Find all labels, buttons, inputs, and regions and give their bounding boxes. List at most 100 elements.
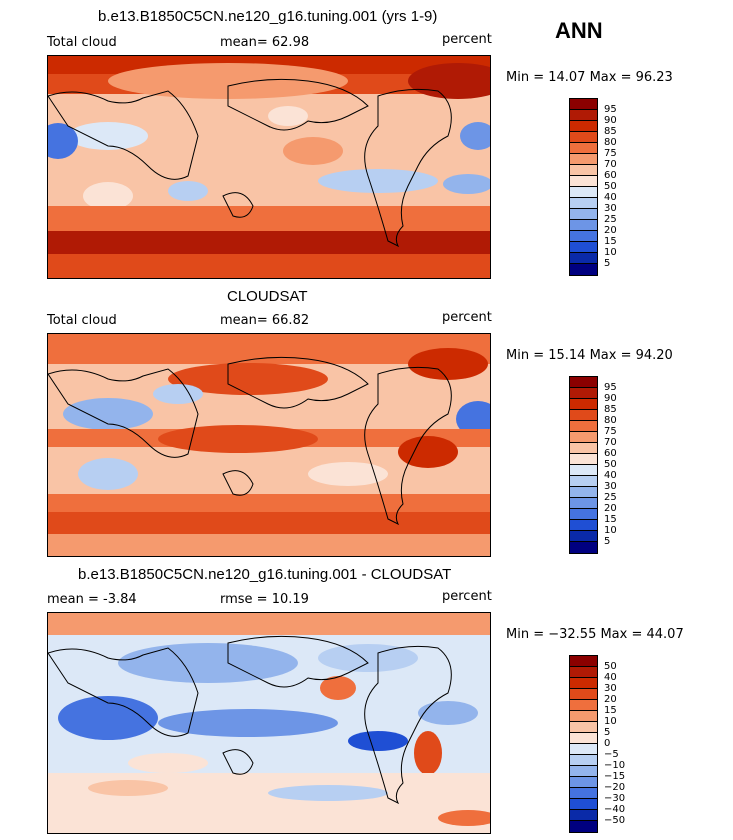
colorbar-swatch: [570, 656, 597, 667]
colorbar-tick-label: −30: [604, 793, 626, 804]
colorbar-tick-label: 85: [604, 126, 617, 137]
colorbar-tick-label: 40: [604, 672, 617, 683]
colorbar-swatch: [570, 755, 597, 766]
panel2-units-label: percent: [442, 310, 492, 325]
colorbar-tick-label: 25: [604, 492, 617, 503]
colorbar-swatch: [570, 421, 597, 432]
panel3-map-graphic: [48, 613, 490, 833]
colorbar-swatch: [570, 810, 597, 821]
panel1-mean-label: mean= 62.98: [220, 35, 310, 50]
panel1-colorbar-labels: 95 90 85 80 75 70 60 50 40 30 25 20 15 10 5: [604, 104, 617, 269]
colorbar-swatch: [570, 187, 597, 198]
colorbar-swatch: [570, 198, 597, 209]
colorbar-tick-label: 50: [604, 181, 617, 192]
colorbar-tick-label: 95: [604, 104, 617, 115]
colorbar-swatch: [570, 454, 597, 465]
colorbar-swatch: [570, 264, 597, 275]
panel1-colorbar: [569, 98, 598, 276]
panel2-title: CLOUDSAT: [227, 288, 308, 305]
colorbar-tick-label: 15: [604, 514, 617, 525]
panel3-colorbar-labels: 50 40 30 20 15 10 5 0 −5 −10 −15 −20 −30 −40 −50: [604, 661, 625, 826]
colorbar-tick-label: 5: [604, 258, 611, 269]
colorbar-swatch: [570, 443, 597, 454]
colorbar-tick-label: 5: [604, 536, 611, 547]
colorbar-tick-label: 80: [604, 415, 617, 426]
colorbar-tick-label: 40: [604, 192, 617, 203]
colorbar-swatch: [570, 689, 597, 700]
panel2-map: [47, 333, 491, 557]
panel2-map-graphic: [48, 334, 490, 556]
colorbar-tick-label: 70: [604, 437, 617, 448]
colorbar-tick-label: 20: [604, 225, 617, 236]
colorbar-tick-label: 80: [604, 137, 617, 148]
colorbar-swatch: [570, 678, 597, 689]
colorbar-tick-label: 75: [604, 426, 617, 437]
colorbar-swatch: [570, 99, 597, 110]
colorbar-tick-label: 30: [604, 683, 617, 694]
colorbar-swatch: [570, 165, 597, 176]
colorbar-swatch: [570, 388, 597, 399]
colorbar-swatch: [570, 399, 597, 410]
colorbar-tick-label: 20: [604, 694, 617, 705]
panel3-mean-label: mean = -3.84: [47, 592, 137, 607]
colorbar-swatch: [570, 509, 597, 520]
colorbar-swatch: [570, 132, 597, 143]
colorbar-swatch: [570, 531, 597, 542]
colorbar-swatch: [570, 410, 597, 421]
colorbar-tick-label: −40: [604, 804, 626, 815]
colorbar-tick-label: 70: [604, 159, 617, 170]
colorbar-swatch: [570, 542, 597, 553]
colorbar-tick-label: 0: [604, 738, 611, 749]
colorbar-swatch: [570, 799, 597, 810]
colorbar-swatch: [570, 432, 597, 443]
panel2-variable-label: Total cloud: [47, 313, 117, 328]
colorbar-swatch: [570, 733, 597, 744]
panel3-map: [47, 612, 491, 834]
panel3-colorbar: [569, 655, 598, 833]
colorbar-tick-label: −5: [604, 749, 619, 760]
colorbar-swatch: [570, 154, 597, 165]
panel1-map-graphic: [48, 56, 490, 278]
season-label: ANN: [555, 18, 603, 43]
colorbar-tick-label: 30: [604, 203, 617, 214]
colorbar-swatch: [570, 143, 597, 154]
colorbar-swatch: [570, 766, 597, 777]
colorbar-tick-label: −10: [604, 760, 626, 771]
colorbar-tick-label: 15: [604, 236, 617, 247]
colorbar-tick-label: 10: [604, 525, 617, 536]
colorbar-swatch: [570, 231, 597, 242]
colorbar-swatch: [570, 777, 597, 788]
panel2-mean-label: mean= 66.82: [220, 313, 310, 328]
colorbar-swatch: [570, 121, 597, 132]
panel3-title: b.e13.B1850C5CN.ne120_g16.tuning.001 - C…: [78, 566, 452, 583]
colorbar-tick-label: 75: [604, 148, 617, 159]
panel2-colorbar-labels: 95 90 85 80 75 70 60 50 40 30 25 20 15 10 5: [604, 382, 617, 547]
panel1-variable-label: Total cloud: [47, 35, 117, 50]
colorbar-swatch: [570, 520, 597, 531]
colorbar-tick-label: 95: [604, 382, 617, 393]
panel3-minmax: Min = −32.55 Max = 44.07: [506, 627, 684, 642]
panel2-minmax: Min = 15.14 Max = 94.20: [506, 348, 673, 363]
colorbar-swatch: [570, 667, 597, 678]
colorbar-tick-label: 20: [604, 503, 617, 514]
colorbar-swatch: [570, 242, 597, 253]
colorbar-tick-label: 15: [604, 705, 617, 716]
colorbar-tick-label: −20: [604, 782, 626, 793]
panel2-colorbar: [569, 376, 598, 554]
panel1-minmax: Min = 14.07 Max = 96.23: [506, 70, 673, 85]
colorbar-swatch: [570, 377, 597, 388]
colorbar-swatch: [570, 722, 597, 733]
colorbar-tick-label: 50: [604, 661, 617, 672]
colorbar-swatch: [570, 253, 597, 264]
colorbar-swatch: [570, 176, 597, 187]
panel3-units-label: percent: [442, 589, 492, 604]
colorbar-tick-label: 60: [604, 448, 617, 459]
panel1-title: b.e13.B1850C5CN.ne120_g16.tuning.001 (yr…: [98, 8, 438, 25]
colorbar-swatch: [570, 465, 597, 476]
colorbar-swatch: [570, 744, 597, 755]
panel3-rmse-label: rmse = 10.19: [220, 592, 309, 607]
colorbar-tick-label: 60: [604, 170, 617, 181]
colorbar-swatch: [570, 209, 597, 220]
colorbar-tick-label: 85: [604, 404, 617, 415]
colorbar-tick-label: 50: [604, 459, 617, 470]
